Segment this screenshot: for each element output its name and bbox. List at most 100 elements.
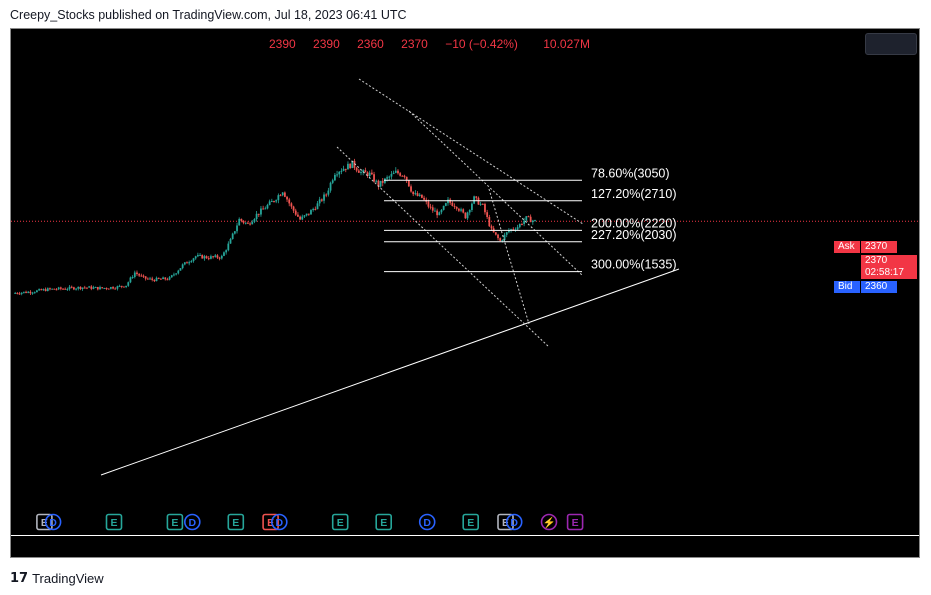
candle-body [403,175,406,177]
candle-body [214,255,217,257]
candle-body [173,274,175,276]
candle-body [42,289,45,291]
candle-body [181,264,184,269]
fib-level-label: 300.00%(1535) [591,258,676,272]
candle-body [166,279,169,281]
chart-pane[interactable]: 78.60%(3050) 127.20%(2710) 200.00%(2220) 22… [10,28,920,558]
candle-body [473,196,475,204]
candle-body [77,286,80,289]
candle-body [521,224,523,226]
dividend-event-marker [184,513,201,531]
candle-body [44,289,47,292]
candle-body [318,199,321,204]
candle-body [64,288,67,290]
candle-body [79,286,82,290]
candle-body [416,193,419,196]
dividend-event-marker [44,513,62,531]
candle-body [120,285,123,287]
candle-body [392,172,395,174]
candle-body [177,270,180,274]
candle-body [427,201,430,207]
candle-body [279,195,282,197]
candle-body [164,277,167,280]
earnings-event-marker [566,513,584,531]
candle-body [360,172,362,174]
bid-label: Bid [834,281,860,293]
earnings-event-marker [262,513,279,531]
price-chart[interactable]: 78.60%(3050) 127.20%(2710) 200.00%(2220)22… [11,29,920,558]
candle-body [368,172,371,177]
candle-body [205,256,208,259]
ohlc-legend: 2390 2390 2360 2370 −10 (−0.42%) 10.027M [269,37,604,51]
candle-body [303,215,306,217]
candle-body [434,210,436,212]
candle-body [436,210,439,216]
candle-body [334,174,336,181]
candle-body [212,256,214,258]
candle-body [299,216,301,220]
candle-body [479,203,482,205]
candle-body [397,170,399,174]
candle-body [70,286,73,288]
candle-body [327,190,330,195]
candle-body [105,287,108,289]
candle-body [244,222,247,224]
event-marker-label: E [41,517,48,529]
candle-body [242,220,245,223]
candle-body [66,289,69,291]
candle-body [342,168,345,171]
candle-body [103,287,106,289]
candle-body [294,210,297,215]
candle-body [455,206,458,209]
candle-body [494,232,497,235]
candle-body [497,234,499,239]
earnings-event-marker [497,513,514,531]
candle-body [109,287,112,289]
candle-body [375,180,378,182]
candle-body [99,287,101,290]
candle-body [183,262,186,265]
candle-body [466,212,469,219]
candle-body [484,204,486,213]
candle-body [138,274,141,276]
candle-body [453,205,456,207]
candle-body [336,174,338,176]
candle-body [390,173,393,177]
candle-body [253,219,256,222]
candle-body [353,160,356,168]
ohlc-change: −10 (−0.42%) [445,37,518,51]
bid-value: 2360 [861,281,897,293]
candle-body [444,203,447,206]
dividend-event-marker [505,513,523,531]
candle-body [220,255,223,259]
candle-body [116,286,119,289]
candle-body [290,203,293,207]
candle-body [218,257,221,259]
candle-body [481,203,484,205]
candle-body [503,234,506,241]
candle-body [225,250,228,253]
candle-body [312,208,315,211]
ohlc-open: 2390 [269,37,296,51]
event-marker-label: E [467,517,474,529]
candle-body [210,256,212,259]
candle-body [157,277,160,279]
chart-toolbar-button[interactable] [865,33,917,55]
candle-body [370,172,373,175]
earnings-event-marker [105,513,123,531]
candle-body [249,223,251,225]
candle-body [179,268,182,271]
candle-body [142,275,145,277]
candle-body [101,287,104,289]
candle-body [188,262,191,264]
candle-body [233,231,236,234]
candle-body [516,227,519,230]
candle-body [323,194,325,201]
tradingview-logo[interactable]: 17 TradingView [10,571,104,586]
chart-attribution: Creepy_Stocks published on TradingView.c… [10,8,407,22]
candle-body [431,207,434,211]
candle-body [344,168,347,170]
ask-value: 2370 [861,241,897,253]
candle-body [123,286,125,288]
candle-body [399,173,402,176]
